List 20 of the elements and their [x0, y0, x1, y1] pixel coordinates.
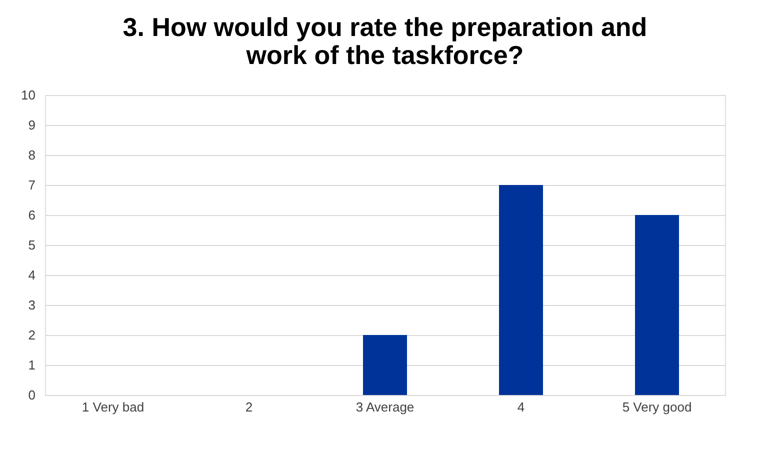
y-tick-label: 0 [28, 388, 36, 402]
y-tick-label: 3 [28, 298, 36, 312]
y-tick-label: 1 [28, 358, 36, 372]
x-tick-label: 2 [245, 400, 253, 414]
x-tick-label: 1 Very bad [82, 400, 144, 414]
y-tick-label: 8 [28, 148, 36, 162]
y-tick-label: 7 [28, 178, 36, 192]
y-tick-label: 6 [28, 208, 36, 222]
x-tick-label: 5 Very good [622, 400, 692, 414]
bar [363, 335, 407, 395]
y-tick-label: 2 [28, 328, 36, 342]
bar [635, 215, 679, 395]
y-tick-label: 5 [28, 238, 36, 252]
y-tick-label: 4 [28, 268, 36, 282]
y-tick-label: 9 [28, 118, 36, 132]
bar [499, 185, 543, 395]
chart-title: 3. How would you rate the preparation and work of the taskforce? [122, 12, 648, 70]
x-tick-label: 3 Average [356, 400, 414, 414]
y-tick-label: 10 [21, 88, 36, 102]
x-tick-label: 4 [517, 400, 525, 414]
